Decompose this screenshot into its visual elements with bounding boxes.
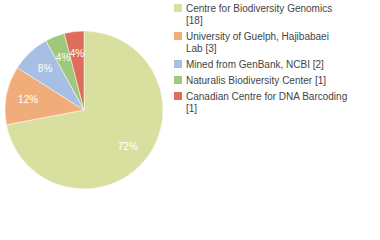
data-label: 4% xyxy=(56,52,71,63)
data-labels: 72%12%8%4%4% xyxy=(18,48,138,152)
data-label: 12% xyxy=(18,94,38,105)
legend-label: Naturalis Biodiversity Center [1] xyxy=(186,75,326,86)
slice xyxy=(64,31,84,110)
chart: 72%12%8%4%4%Centre for Biodiversity Geno… xyxy=(0,0,380,240)
legend-label: Canadian Centre for DNA Barcoding[1] xyxy=(186,91,347,114)
data-label: 8% xyxy=(38,63,53,74)
legend-swatch xyxy=(174,32,182,40)
data-label: 72% xyxy=(118,141,138,152)
data-label: 4% xyxy=(70,48,85,59)
legend-label: Mined from GenBank, NCBI [2] xyxy=(186,59,324,70)
legend-label: University of Guelph, HajibabaeiLab [3] xyxy=(186,31,329,54)
legend-label: Centre for Biodiversity Genomics[18] xyxy=(186,3,332,26)
legend-swatch xyxy=(174,60,182,68)
legend: Centre for Biodiversity Genomics[18] Univ… xyxy=(174,3,347,114)
legend-swatch xyxy=(174,4,182,12)
slices xyxy=(5,31,163,189)
legend-swatch xyxy=(174,92,182,100)
legend-swatch xyxy=(174,76,182,84)
